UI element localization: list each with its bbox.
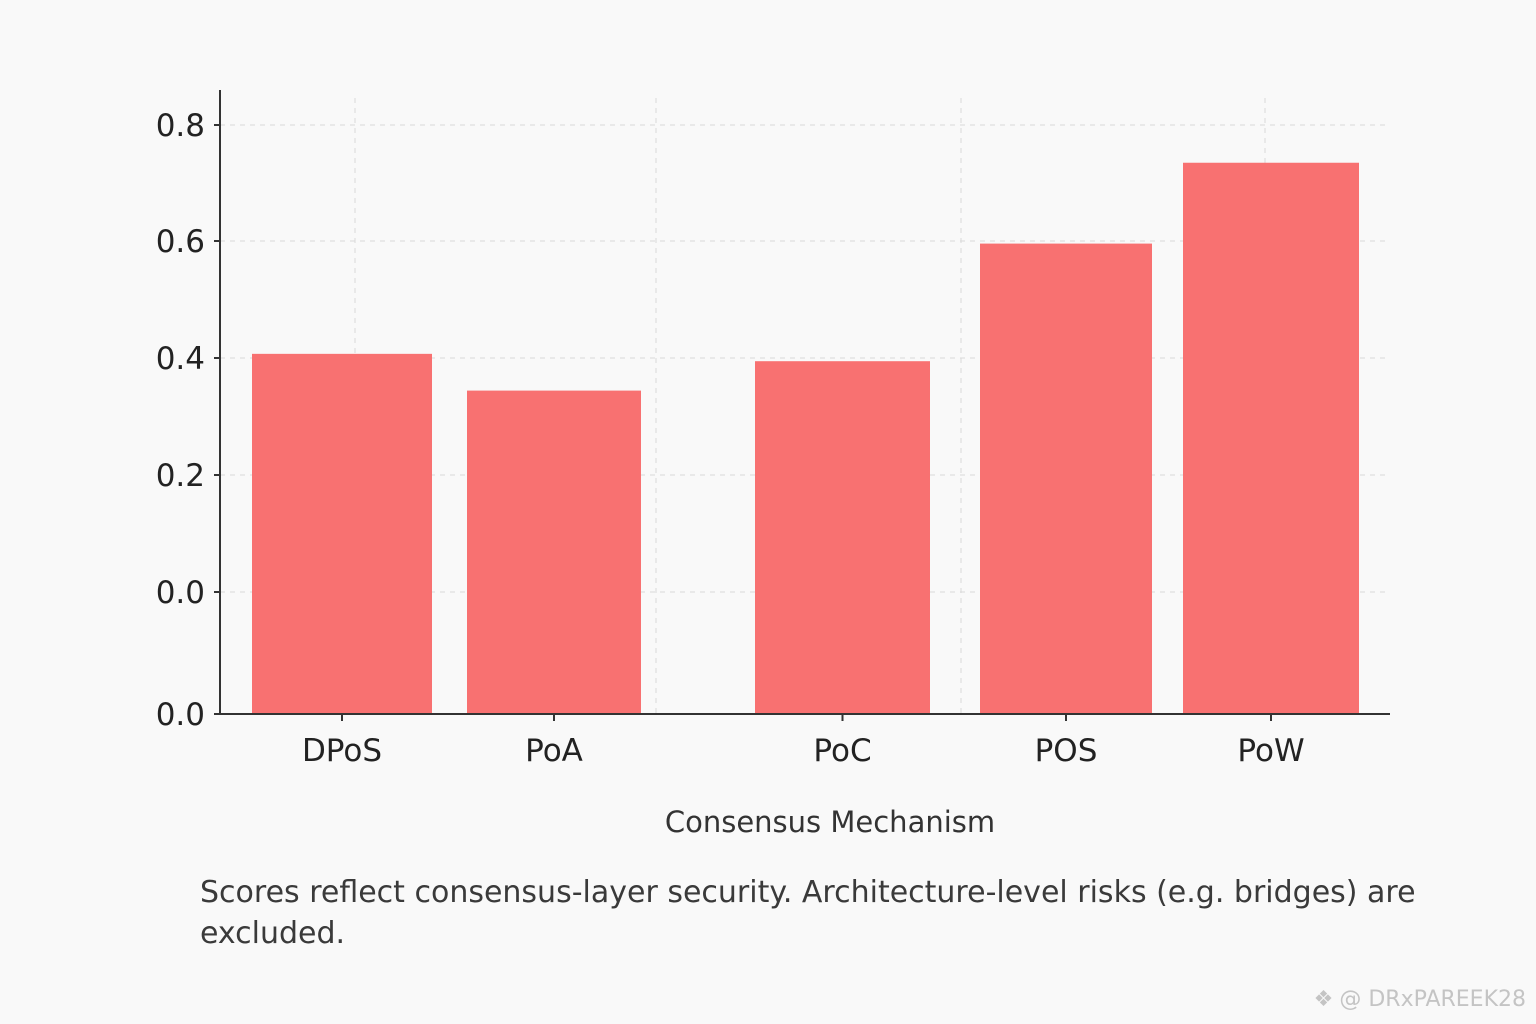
bars <box>252 162 1359 714</box>
diamond-logo-icon: ❖ <box>1313 987 1334 1012</box>
x-tick-label: PoW <box>1237 733 1304 769</box>
watermark: ❖ @ DRxPAREEK28 <box>1314 987 1526 1012</box>
x-tick-label: PoA <box>525 733 583 769</box>
watermark-text: @ DRxPAREEK28 <box>1339 987 1526 1012</box>
y-tick-label: 0.2 <box>156 458 205 494</box>
bar-pos <box>980 243 1152 714</box>
chart-caption: Scores reflect consensus-layer security.… <box>200 875 1416 951</box>
y-tick-label: 0.6 <box>156 224 205 260</box>
y-tick-label: 0.8 <box>156 108 205 144</box>
y-tick-label: 0.0 <box>156 575 205 611</box>
x-tick-label: POS <box>1035 733 1098 769</box>
x-tick-label: DPoS <box>302 733 382 769</box>
y-tick-label: 0.4 <box>156 341 205 377</box>
tick-labels: 0.0 0.0 0.2 0.4 0.6 0.8 DPoS PoA PoC POS PoW <box>156 108 1305 769</box>
bar-poc <box>755 361 930 714</box>
y-tick-label: 0.0 <box>156 697 205 733</box>
x-axis-label: Consensus Mechanism <box>665 805 995 839</box>
bar-dpos <box>252 353 432 714</box>
bar-pow <box>1183 162 1359 714</box>
axes <box>219 90 1390 715</box>
bar-poa <box>467 390 641 714</box>
x-tick-label: PoC <box>813 733 871 769</box>
